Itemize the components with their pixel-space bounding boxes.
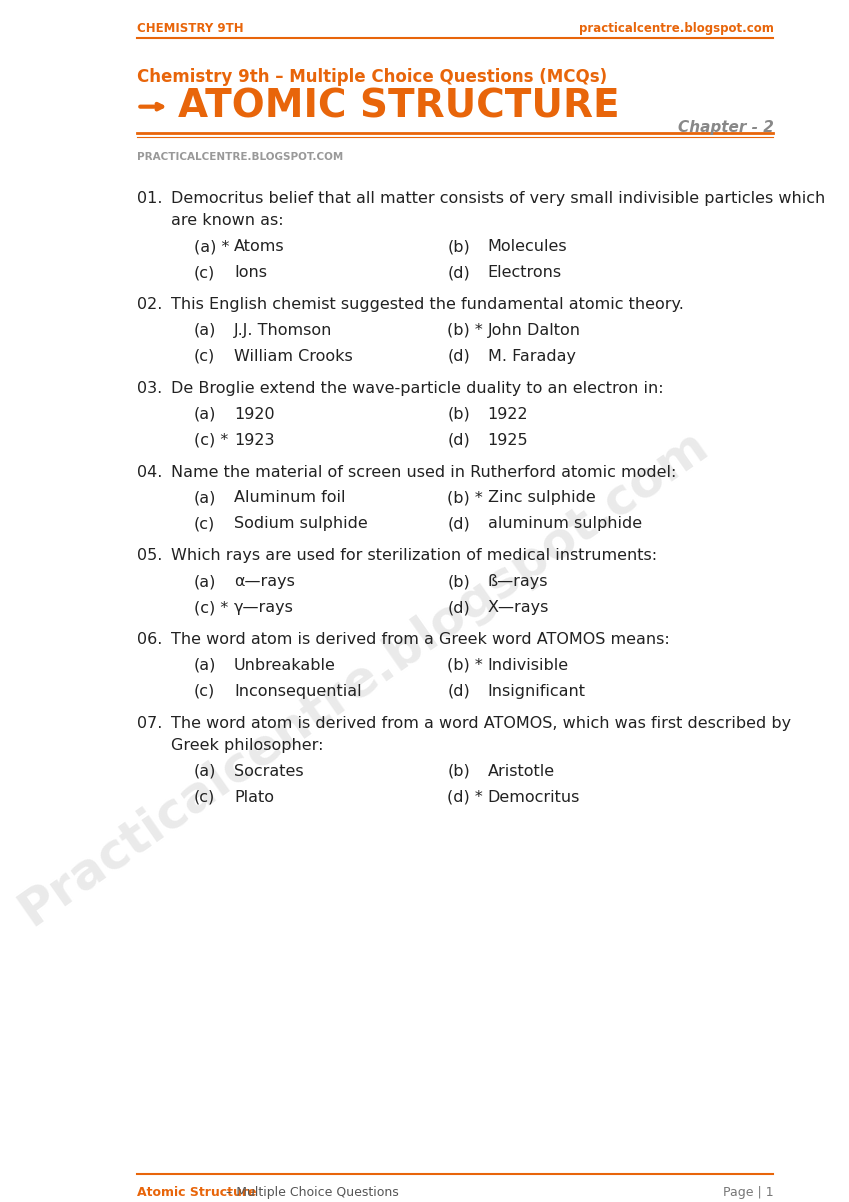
Text: 1920: 1920 [234, 406, 275, 422]
Text: Inconsequential: Inconsequential [234, 684, 362, 698]
Text: Chapter - 2: Chapter - 2 [678, 120, 773, 135]
Text: Practicalcentre.blogspot.com: Practicalcentre.blogspot.com [9, 421, 717, 935]
Text: (c): (c) [194, 684, 215, 698]
Text: Ions: Ions [234, 266, 267, 280]
Text: (d): (d) [447, 684, 470, 698]
Text: Aristotle: Aristotle [487, 763, 555, 779]
Text: This English chemist suggested the fundamental atomic theory.: This English chemist suggested the funda… [171, 297, 684, 313]
Text: (c): (c) [194, 517, 215, 531]
Text: Sodium sulphide: Sodium sulphide [234, 517, 368, 531]
Text: ß—rays: ß—rays [487, 575, 548, 589]
Text: Zinc sulphide: Zinc sulphide [487, 490, 595, 506]
Text: (d): (d) [447, 349, 470, 364]
Text: The word atom is derived from a word ATOMOS, which was first described by: The word atom is derived from a word ATO… [171, 715, 791, 731]
Text: (d) *: (d) * [447, 790, 483, 804]
Text: γ—rays: γ—rays [234, 600, 294, 615]
Text: (b) *: (b) * [447, 657, 483, 673]
Text: 05.: 05. [138, 548, 163, 564]
Text: (c) *: (c) * [194, 600, 228, 615]
Text: (d): (d) [447, 517, 470, 531]
Text: The word atom is derived from a Greek word ATOMOS means:: The word atom is derived from a Greek wo… [171, 632, 670, 647]
Text: (b) *: (b) * [447, 490, 483, 506]
Text: John Dalton: John Dalton [487, 323, 581, 338]
Text: Plato: Plato [234, 790, 274, 804]
Text: M. Faraday: M. Faraday [487, 349, 576, 364]
Text: (b): (b) [447, 239, 470, 255]
Text: (d): (d) [447, 600, 470, 615]
Text: (b): (b) [447, 763, 470, 779]
Text: 1922: 1922 [487, 406, 528, 422]
Text: (a): (a) [194, 323, 216, 338]
Text: (d): (d) [447, 266, 470, 280]
Text: Unbreakable: Unbreakable [234, 657, 336, 673]
Text: are known as:: are known as: [171, 213, 284, 228]
Text: PRACTICALCENTRE.BLOGSPOT.COM: PRACTICALCENTRE.BLOGSPOT.COM [138, 151, 344, 161]
Text: 07.: 07. [138, 715, 163, 731]
Text: Electrons: Electrons [487, 266, 562, 280]
Text: α—rays: α—rays [234, 575, 295, 589]
Text: 1923: 1923 [234, 433, 274, 447]
Text: Atoms: Atoms [234, 239, 284, 255]
Text: (c): (c) [194, 266, 215, 280]
Text: 06.: 06. [138, 632, 163, 647]
Text: aluminum sulphide: aluminum sulphide [487, 517, 642, 531]
Text: Page | 1: Page | 1 [723, 1186, 773, 1200]
Text: (a): (a) [194, 490, 216, 506]
Text: (c) *: (c) * [194, 433, 228, 447]
Text: CHEMISTRY 9TH: CHEMISTRY 9TH [138, 22, 244, 35]
Text: Greek philosopher:: Greek philosopher: [171, 738, 323, 752]
Text: 02.: 02. [138, 297, 163, 313]
Text: – Multiple Choice Questions: – Multiple Choice Questions [222, 1186, 399, 1200]
Text: Aluminum foil: Aluminum foil [234, 490, 346, 506]
Text: Which rays are used for sterilization of medical instruments:: Which rays are used for sterilization of… [171, 548, 657, 564]
Text: (a): (a) [194, 763, 216, 779]
Text: ATOMIC STRUCTURE: ATOMIC STRUCTURE [177, 88, 619, 126]
Text: X—rays: X—rays [487, 600, 549, 615]
Text: William Crooks: William Crooks [234, 349, 353, 364]
Text: Chemistry 9th – Multiple Choice Questions (MCQs): Chemistry 9th – Multiple Choice Question… [138, 67, 608, 85]
Text: 1925: 1925 [487, 433, 528, 447]
Text: Democritus belief that all matter consists of very small indivisible particles w: Democritus belief that all matter consis… [171, 191, 825, 207]
Text: Democritus: Democritus [487, 790, 580, 804]
Text: De Broglie extend the wave-particle duality to an electron in:: De Broglie extend the wave-particle dual… [171, 381, 664, 395]
Text: 03.: 03. [138, 381, 163, 395]
Text: 01.: 01. [138, 191, 163, 207]
Text: Socrates: Socrates [234, 763, 304, 779]
Text: (c): (c) [194, 790, 215, 804]
Text: (b) *: (b) * [447, 323, 483, 338]
Text: (b): (b) [447, 406, 470, 422]
Text: (b): (b) [447, 575, 470, 589]
Text: practicalcentre.blogspot.com: practicalcentre.blogspot.com [579, 22, 773, 35]
Text: Atomic Structure: Atomic Structure [138, 1186, 257, 1200]
Text: Insignificant: Insignificant [487, 684, 586, 698]
Text: Indivisible: Indivisible [487, 657, 569, 673]
Text: J.J. Thomson: J.J. Thomson [234, 323, 333, 338]
Text: 04.: 04. [138, 464, 163, 480]
Text: (a): (a) [194, 575, 216, 589]
Text: Molecules: Molecules [487, 239, 567, 255]
Text: (c): (c) [194, 349, 215, 364]
Text: (a): (a) [194, 406, 216, 422]
Text: (a) *: (a) * [194, 239, 229, 255]
Text: (a): (a) [194, 657, 216, 673]
Text: (d): (d) [447, 433, 470, 447]
Text: Name the material of screen used in Rutherford atomic model:: Name the material of screen used in Ruth… [171, 464, 677, 480]
